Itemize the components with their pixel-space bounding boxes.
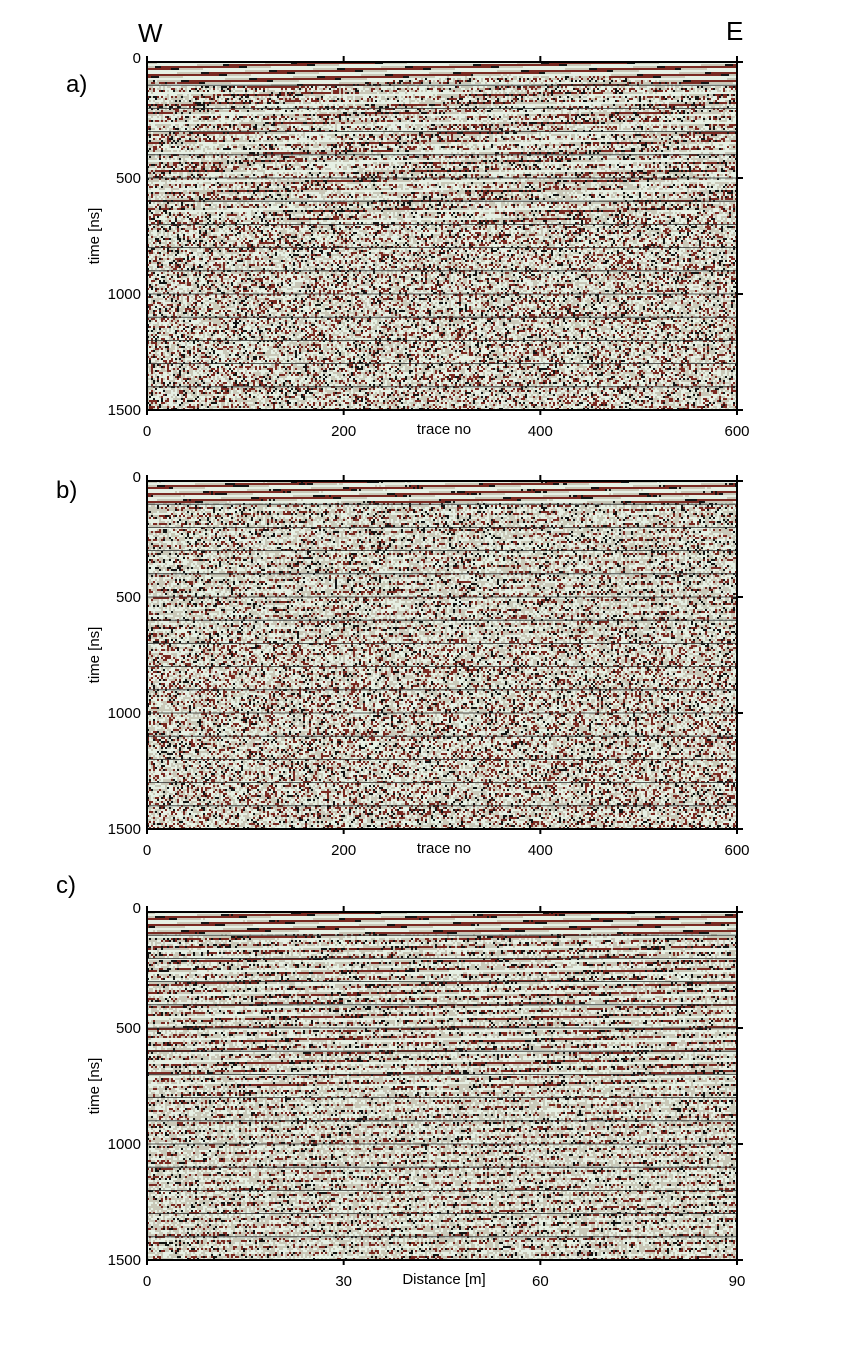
- x-tick-label: 600: [724, 842, 749, 859]
- x-tick-label: 0: [143, 423, 151, 440]
- panel-2: 0 200 400 600 0 500 1000 1500 trace no time [ns] b…: [56, 469, 750, 859]
- y-tick-label: 1500: [108, 1252, 141, 1269]
- radargram-image-3: [147, 912, 737, 1260]
- radargram-image-1: [147, 62, 737, 410]
- y-tick-label: 0: [133, 50, 141, 67]
- x-tick-label: 600: [724, 423, 749, 440]
- x-tick-label: 60: [532, 1273, 549, 1290]
- y-tick-label: 0: [133, 900, 141, 917]
- x-axis-label: trace no: [417, 421, 471, 438]
- plot-frame-2: [146, 480, 738, 830]
- x-tick-label: 0: [143, 1273, 151, 1290]
- x-tick-label: 90: [729, 1273, 746, 1290]
- y-axis-label: time [ns]: [86, 208, 103, 265]
- plot-frame-3: [146, 911, 738, 1261]
- y-tick-label: 500: [116, 589, 141, 606]
- x-tick-label: 0: [143, 842, 151, 859]
- y-tick-label: 1000: [108, 286, 141, 303]
- x-axis-label: Distance [m]: [402, 1271, 485, 1288]
- y-tick-label: 1500: [108, 402, 141, 419]
- x-tick-label: 30: [335, 1273, 352, 1290]
- panel-label: b): [56, 477, 77, 504]
- y-tick-label: 1000: [108, 705, 141, 722]
- plot-frame-1: [146, 61, 738, 411]
- x-axis-label: trace no: [417, 840, 471, 857]
- y-axis-label: time [ns]: [86, 627, 103, 684]
- radargram-image-2: [147, 481, 737, 829]
- y-tick-label: 500: [116, 170, 141, 187]
- y-tick-label: 500: [116, 1020, 141, 1037]
- x-tick-label: 200: [331, 423, 356, 440]
- y-tick-label: 1500: [108, 821, 141, 838]
- y-axis-label: time [ns]: [86, 1058, 103, 1115]
- y-tick-label: 0: [133, 469, 141, 486]
- panel-1: 0 200 400 600 0 500 1000 1500 trace no time [ns] a…: [66, 50, 750, 440]
- x-tick-label: 400: [528, 423, 553, 440]
- x-tick-label: 400: [528, 842, 553, 859]
- east-label: E: [726, 16, 743, 46]
- panel-label: a): [66, 71, 87, 98]
- x-tick-label: 200: [331, 842, 356, 859]
- panel-label: c): [56, 872, 76, 899]
- y-tick-label: 1000: [108, 1136, 141, 1153]
- west-label: W: [138, 18, 163, 48]
- panel-3: 0 30 60 90 0 500 1000 1500 Distance [m] time [ns]…: [56, 872, 745, 1290]
